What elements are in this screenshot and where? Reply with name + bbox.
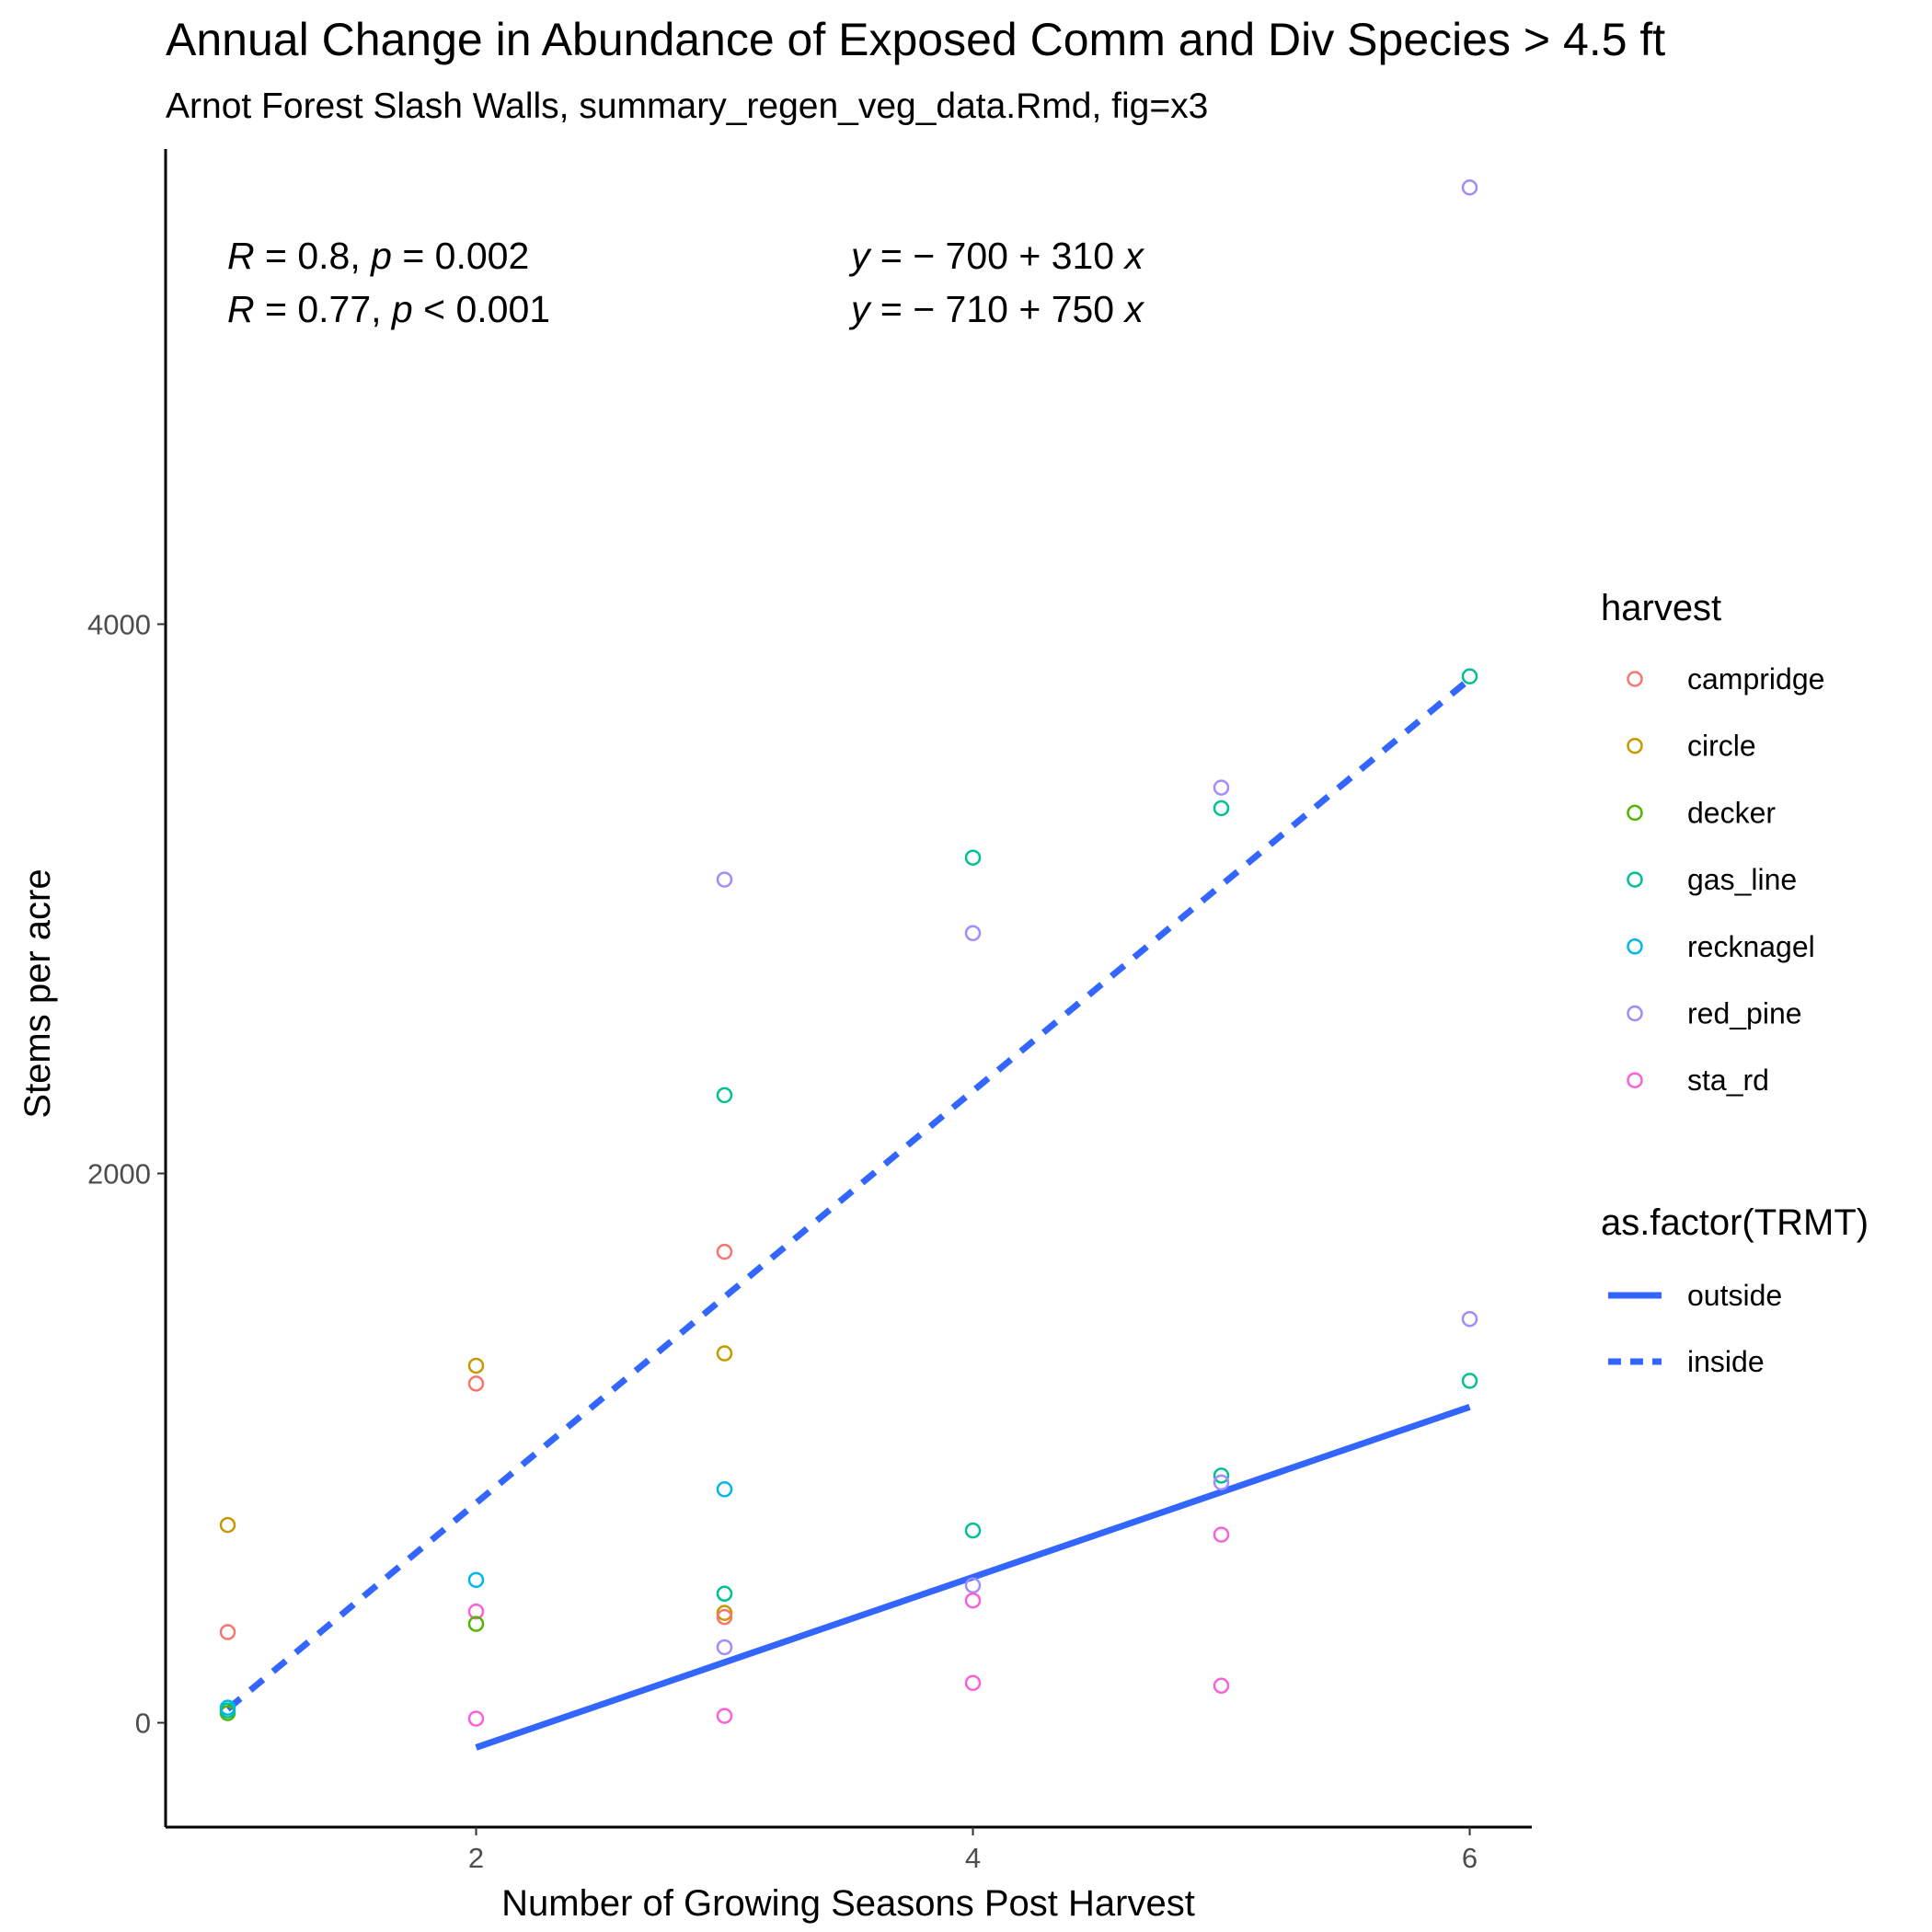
legend-label-campridge: campridge xyxy=(1687,662,1824,696)
legend-title-harvest: harvest xyxy=(1601,588,1721,628)
y-axis-title: Stems per acre xyxy=(17,868,58,1118)
legend-label-outside: outside xyxy=(1687,1279,1782,1312)
y-tick-label: 2000 xyxy=(87,1158,151,1190)
chart-subtitle: Arnot Forest Slash Walls, summary_regen_… xyxy=(166,86,1208,126)
point-red_pine xyxy=(1461,179,1478,196)
fit-lines xyxy=(225,676,1472,1751)
point-sta_rd xyxy=(716,1708,733,1724)
y-tick-label: 4000 xyxy=(87,608,151,640)
legend-key-campridge xyxy=(1627,671,1643,687)
legend: harvest campridge circle decker gas_linereck… xyxy=(1601,588,1869,1378)
point-red_pine xyxy=(964,925,982,942)
data-points xyxy=(219,179,1478,1727)
legend-label-sta_rd: sta_rd xyxy=(1687,1064,1769,1097)
legend-label-gas_line: gas_line xyxy=(1687,863,1797,896)
x-axis-ticks: 2 4 6 xyxy=(468,1827,1478,1874)
point-gas_line xyxy=(1213,1467,1230,1484)
x-axis-title: Number of Growing Seasons Post Harvest xyxy=(501,1883,1195,1924)
point-gas_line xyxy=(716,1087,733,1104)
legend-key-recknagel xyxy=(1627,938,1643,955)
legend-title-trmt: as.factor(TRMT) xyxy=(1601,1202,1869,1243)
legend-key-decker xyxy=(1627,804,1643,822)
point-gas_line xyxy=(964,1522,982,1539)
point-sta_rd xyxy=(964,1674,982,1692)
plot-area: 2 4 6 0 2000 4000 xyxy=(87,149,1532,1874)
point-decker xyxy=(467,1616,485,1632)
point-red_pine xyxy=(1213,1474,1230,1491)
point-sta_rd xyxy=(1213,1526,1230,1543)
x-tick-label: 4 xyxy=(965,1842,981,1874)
stat-r-p: R = 0.8, p = 0.002 xyxy=(227,235,529,277)
point-sta_rd xyxy=(964,1592,982,1609)
x-tick-label: 2 xyxy=(468,1842,484,1874)
legend-label-circle: circle xyxy=(1687,730,1756,763)
regression-equation: y = − 710 + 750 x xyxy=(848,288,1145,330)
legend-key-gas_line xyxy=(1627,871,1643,888)
point-red_pine xyxy=(1461,1310,1478,1328)
point-circle xyxy=(716,1345,733,1362)
point-gas_line xyxy=(1461,1373,1478,1389)
point-sta_rd xyxy=(467,1710,485,1727)
legend-label-red_pine: red_pine xyxy=(1687,997,1802,1030)
legend-key-red_pine xyxy=(1627,1005,1643,1022)
fit-line-inside xyxy=(225,676,1472,1712)
legend-label-decker: decker xyxy=(1687,796,1776,829)
point-gas_line xyxy=(716,1585,733,1603)
point-recknagel xyxy=(716,1481,733,1498)
fit-line-outside xyxy=(475,1403,1471,1751)
point-campridge xyxy=(467,1375,485,1392)
legend-label-inside: inside xyxy=(1687,1345,1765,1378)
point-campridge xyxy=(716,1608,733,1626)
point-red_pine xyxy=(1213,779,1230,796)
point-sta_rd xyxy=(467,1603,485,1620)
point-gas_line xyxy=(1213,799,1230,817)
point-red_pine xyxy=(964,1577,982,1594)
point-campridge xyxy=(219,1624,236,1640)
point-red_pine xyxy=(716,1639,733,1656)
point-circle xyxy=(219,1516,236,1534)
stat-annotations: R = 0.8, p = 0.002 R = 0.77, p < 0.001 y =… xyxy=(227,235,1145,330)
regression-equation: y = − 700 + 310 x xyxy=(848,235,1145,277)
chart-title: Annual Change in Abundance of Exposed Co… xyxy=(166,14,1665,65)
point-sta_rd xyxy=(1213,1677,1230,1695)
point-red_pine xyxy=(716,871,733,888)
x-tick-label: 6 xyxy=(1462,1842,1478,1874)
legend-label-recknagel: recknagel xyxy=(1687,930,1815,963)
point-gas_line xyxy=(964,849,982,866)
legend-key-sta_rd xyxy=(1627,1072,1643,1088)
y-tick-label: 0 xyxy=(135,1708,151,1740)
point-recknagel xyxy=(467,1571,485,1589)
point-gas_line xyxy=(1461,668,1478,684)
y-axis-ticks: 0 2000 4000 xyxy=(87,608,166,1740)
legend-key-circle xyxy=(1627,737,1643,754)
point-recknagel xyxy=(219,1699,236,1716)
stat-r-p: R = 0.77, p < 0.001 xyxy=(227,288,550,330)
point-circle xyxy=(467,1357,485,1374)
point-campridge xyxy=(716,1243,733,1260)
